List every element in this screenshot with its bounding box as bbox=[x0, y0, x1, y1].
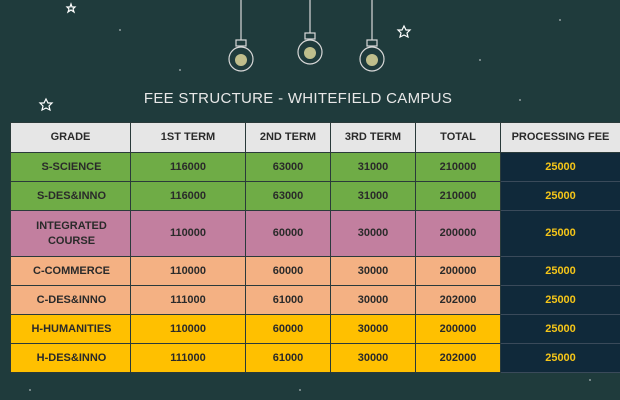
header-cell: PROCESSING FEE bbox=[500, 122, 620, 153]
header-cell: 2ND TERM bbox=[245, 122, 331, 153]
fee-cell: 25000 bbox=[500, 314, 620, 344]
fee-cell: 116000 bbox=[130, 152, 246, 182]
grade-cell: H-DES&INNO bbox=[10, 343, 131, 373]
fee-cell: 111000 bbox=[130, 285, 246, 315]
fee-cell: 25000 bbox=[500, 210, 620, 257]
table-row: INTEGRATED COURSE 110000 60000 30000 200000 2… bbox=[10, 210, 620, 257]
fee-cell: 210000 bbox=[415, 181, 501, 211]
fee-cell: 30000 bbox=[330, 256, 416, 286]
fee-cell: 63000 bbox=[245, 181, 331, 211]
fee-cell: 202000 bbox=[415, 343, 501, 373]
fee-cell: 30000 bbox=[330, 314, 416, 344]
fee-cell: 200000 bbox=[415, 256, 501, 286]
fee-cell: 31000 bbox=[330, 152, 416, 182]
grade-cell: INTEGRATED COURSE bbox=[10, 210, 131, 257]
fee-cell: 110000 bbox=[130, 256, 246, 286]
table-row: H-HUMANITIES 110000 60000 30000 200000 25000 bbox=[10, 314, 620, 344]
grade-cell: S-SCIENCE bbox=[10, 152, 131, 182]
fee-cell: 25000 bbox=[500, 343, 620, 373]
fee-cell: 116000 bbox=[130, 181, 246, 211]
fee-cell: 25000 bbox=[500, 256, 620, 286]
table-row: S-SCIENCE 116000 63000 31000 210000 25000 bbox=[10, 152, 620, 182]
fee-cell: 31000 bbox=[330, 181, 416, 211]
fee-cell: 25000 bbox=[500, 285, 620, 315]
fee-cell: 30000 bbox=[330, 210, 416, 257]
header-cell: 3RD TERM bbox=[330, 122, 416, 153]
grade-cell: C-COMMERCE bbox=[10, 256, 131, 286]
table-row: C-DES&INNO 111000 61000 30000 202000 25000 bbox=[10, 285, 620, 315]
fee-cell: 60000 bbox=[245, 256, 331, 286]
fee-cell: 200000 bbox=[415, 314, 501, 344]
fee-cell: 60000 bbox=[245, 210, 331, 257]
grade-cell: S-DES&INNO bbox=[10, 181, 131, 211]
header-cell: GRADE bbox=[10, 122, 131, 153]
table-row: S-DES&INNO 116000 63000 31000 210000 25000 bbox=[10, 181, 620, 211]
fee-cell: 210000 bbox=[415, 152, 501, 182]
fee-cell: 25000 bbox=[500, 181, 620, 211]
light-bulbs bbox=[228, 0, 385, 72]
fee-cell: 30000 bbox=[330, 285, 416, 315]
fee-table: GRADE 1ST TERM 2ND TERM 3RD TERM TOTAL PROCES… bbox=[10, 122, 620, 373]
page-title: FEE STRUCTURE - WHITEFIELD CAMPUS bbox=[143, 90, 453, 107]
grade-cell: C-DES&INNO bbox=[10, 285, 131, 315]
fee-cell: 63000 bbox=[245, 152, 331, 182]
table-row: C-COMMERCE 110000 60000 30000 200000 25000 bbox=[10, 256, 620, 286]
fee-cell: 111000 bbox=[130, 343, 246, 373]
fee-cell: 110000 bbox=[130, 314, 246, 344]
header-cell: TOTAL bbox=[415, 122, 501, 153]
fee-cell: 200000 bbox=[415, 210, 501, 257]
header-row: GRADE 1ST TERM 2ND TERM 3RD TERM TOTAL PROCES… bbox=[10, 122, 620, 153]
grade-cell: H-HUMANITIES bbox=[10, 314, 131, 344]
fee-cell: 61000 bbox=[245, 285, 331, 315]
fee-cell: 25000 bbox=[500, 152, 620, 182]
header-cell: 1ST TERM bbox=[130, 122, 246, 153]
fee-cell: 61000 bbox=[245, 343, 331, 373]
fee-cell: 30000 bbox=[330, 343, 416, 373]
fee-cell: 202000 bbox=[415, 285, 501, 315]
fee-cell: 110000 bbox=[130, 210, 246, 257]
fee-cell: 60000 bbox=[245, 314, 331, 344]
table-row: H-DES&INNO 111000 61000 30000 202000 25000 bbox=[10, 343, 620, 373]
